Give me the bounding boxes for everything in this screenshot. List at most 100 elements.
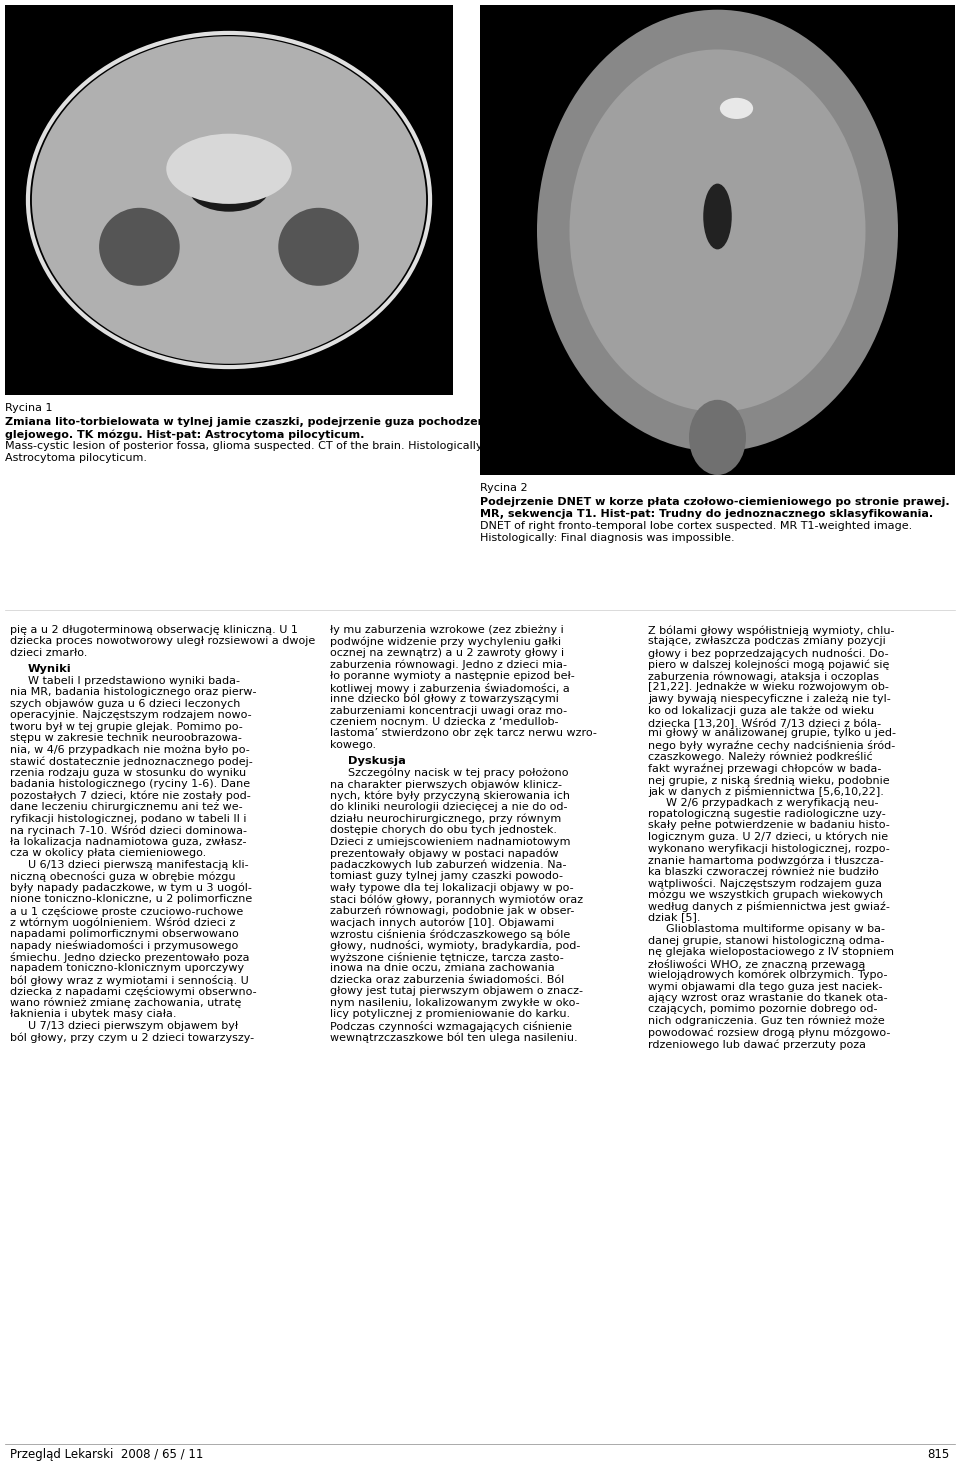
Text: jak w danych z piśmiennictwa [5,6,10,22].: jak w danych z piśmiennictwa [5,6,10,22]… [648,786,884,797]
Text: rdzeniowego lub dawać przerzuty poza: rdzeniowego lub dawać przerzuty poza [648,1039,866,1049]
Text: jawy bywają niespecyficzne i zależą nie tyl-: jawy bywają niespecyficzne i zależą nie … [648,693,891,704]
Text: ko od lokalizacji guza ale także od wieku: ko od lokalizacji guza ale także od wiek… [648,705,875,715]
Text: nia MR, badania histologicznego oraz pierw-: nia MR, badania histologicznego oraz pie… [10,688,256,696]
Text: Rycina 1: Rycina 1 [5,402,53,413]
Ellipse shape [704,183,732,249]
Text: tworu był w tej grupie glejak. Pomimo po-: tworu był w tej grupie glejak. Pomimo po… [10,721,243,732]
Text: Szczególny nacisk w tej pracy położono: Szczególny nacisk w tej pracy położono [348,768,568,778]
Text: nia, w 4/6 przypadkach nie można było po-: nia, w 4/6 przypadkach nie można było po… [10,745,250,755]
Text: na charakter pierwszych objawów klinicz-: na charakter pierwszych objawów klinicz- [330,780,562,790]
Text: dziecka proces nowotworowy uległ rozsiewowi a dwoje: dziecka proces nowotworowy uległ rozsiew… [10,636,315,647]
Ellipse shape [189,165,270,212]
Text: były napady padaczkowe, w tym u 3 uogól-: były napady padaczkowe, w tym u 3 uogól- [10,882,252,892]
Text: wano również zmianę zachowania, utratę: wano również zmianę zachowania, utratę [10,998,241,1008]
Text: stępu w zakresie technik neuroobrazowa-: stępu w zakresie technik neuroobrazowa- [10,733,242,743]
Text: nione toniczno-kloniczne, u 2 polimorficzne: nione toniczno-kloniczne, u 2 polimorfic… [10,894,252,904]
Text: [21,22]. Jednakże w wieku rozwojowym ob-: [21,22]. Jednakże w wieku rozwojowym ob- [648,683,889,692]
Text: Podczas czynności wzmagających ciśnienie: Podczas czynności wzmagających ciśnienie [330,1021,572,1031]
Text: nich odgraniczenia. Guz ten również może: nich odgraniczenia. Guz ten również może [648,1015,885,1027]
Text: Podejrzenie DNET w korze płata czołowo-ciemieniowego po stronie prawej.: Podejrzenie DNET w korze płata czołowo-c… [480,497,949,508]
Text: stające, zwłaszcza podczas zmiany pozycji: stające, zwłaszcza podczas zmiany pozycj… [648,636,886,647]
Text: stawić dostatecznie jednoznacznego podej-: stawić dostatecznie jednoznacznego podej… [10,756,252,767]
Text: DNET of right fronto-temporal lobe cortex suspected. MR T1-weighted image.: DNET of right fronto-temporal lobe corte… [480,521,912,531]
Ellipse shape [278,208,359,285]
Text: ka blaszki czworaczej również nie budziło: ka blaszki czworaczej również nie budził… [648,866,878,876]
Text: dziecka [13,20]. Wśród 7/13 dzieci z bóla-: dziecka [13,20]. Wśród 7/13 dzieci z ból… [648,717,881,729]
Text: niczną obecności guza w obrębie mózgu: niczną obecności guza w obrębie mózgu [10,870,235,882]
Text: ło poranne wymioty a następnie epizod beł-: ło poranne wymioty a następnie epizod be… [330,672,575,680]
Text: rzenia rodzaju guza w stosunku do wyniku: rzenia rodzaju guza w stosunku do wyniku [10,768,246,778]
Text: prezentowały objawy w postaci napadów: prezentowały objawy w postaci napadów [330,849,559,859]
Ellipse shape [720,98,754,119]
Text: nej grupie, z niską średnią wieku, podobnie: nej grupie, z niską średnią wieku, podob… [648,774,890,786]
Text: podwójne widzenie przy wychyleniu gałki: podwójne widzenie przy wychyleniu gałki [330,636,562,647]
Text: zaburzeń równowagi, podobnie jak w obser-: zaburzeń równowagi, podobnie jak w obser… [330,906,574,916]
Text: według danych z piśmiennictwa jest gwiaź-: według danych z piśmiennictwa jest gwiaź… [648,901,890,911]
Ellipse shape [689,399,746,475]
Text: U 6/13 dzieci pierwszą manifestacją kli-: U 6/13 dzieci pierwszą manifestacją kli- [28,860,249,869]
Text: wzrostu ciśnienia śródczaszkowego są bóle: wzrostu ciśnienia śródczaszkowego są ból… [330,929,570,939]
Text: napadami polimorficznymi obserwowano: napadami polimorficznymi obserwowano [10,929,239,939]
Text: licy potylicznej z promieniowanie do karku.: licy potylicznej z promieniowanie do kar… [330,1009,570,1020]
Text: inne dziecko ból głowy z towarzyszącymi: inne dziecko ból głowy z towarzyszącymi [330,693,559,705]
Text: Dzieci z umiejscowieniem nadnamiotowym: Dzieci z umiejscowieniem nadnamiotowym [330,837,570,847]
Bar [5,4,453,395]
Text: złośliwości WHO, ze znaczną przewagą: złośliwości WHO, ze znaczną przewagą [648,958,865,970]
Text: fakt wyraźnej przewagi chłopców w bada-: fakt wyraźnej przewagi chłopców w bada- [648,764,881,774]
Text: ból głowy wraz z wymiotami i sennością. U: ból głowy wraz z wymiotami i sennością. … [10,974,249,986]
Text: skały pełne potwierdzenie w badaniu histo-: skały pełne potwierdzenie w badaniu hist… [648,821,890,831]
Text: operacyjnie. Najczęstszym rodzajem nowo-: operacyjnie. Najczęstszym rodzajem nowo- [10,710,252,720]
Ellipse shape [32,37,426,364]
Text: dziak [5].: dziak [5]. [648,913,701,923]
Text: wały typowe dla tej lokalizacji objawy w po-: wały typowe dla tej lokalizacji objawy w… [330,882,574,892]
Text: Mass-cystic lesion of posterior fossa, glioma suspected. CT of the brain. Histol: Mass-cystic lesion of posterior fossa, g… [5,440,486,451]
Text: 815: 815 [927,1448,950,1462]
Text: staci bólów głowy, porannych wymiotów oraz: staci bólów głowy, porannych wymiotów or… [330,894,583,904]
Text: nego były wyraźne cechy nadciśnienia śród-: nego były wyraźne cechy nadciśnienia śró… [648,740,896,751]
Text: ła lokalizacja nadnamiotowa guza, zwłasz-: ła lokalizacja nadnamiotowa guza, zwłasz… [10,837,247,847]
Text: z wtórnym uogólnieniem. Wśród dzieci z: z wtórnym uogólnieniem. Wśród dzieci z [10,917,235,928]
Text: padaczkowych lub zaburzeń widzenia. Na-: padaczkowych lub zaburzeń widzenia. Na- [330,860,566,870]
Text: MR, sekwencja T1. Hist-pat: Trudny do jednoznacznego sklasyfikowania.: MR, sekwencja T1. Hist-pat: Trudny do je… [480,509,933,519]
Text: powodować rozsiew drogą płynu mózgowo-: powodować rozsiew drogą płynu mózgowo- [648,1027,890,1039]
Text: cza w okolicy płata ciemieniowego.: cza w okolicy płata ciemieniowego. [10,849,206,859]
Text: głowy i bez poprzedzających nudności. Do-: głowy i bez poprzedzających nudności. Do… [648,648,889,658]
Ellipse shape [99,208,180,285]
Text: ły mu zaburzenia wzrokowe (zez zbieżny i: ły mu zaburzenia wzrokowe (zez zbieżny i [330,625,564,635]
Text: na rycinach 7-10. Wśród dzieci dominowa-: na rycinach 7-10. Wśród dzieci dominowa- [10,825,247,835]
Text: ający wzrost oraz wrastanie do tkanek ota-: ający wzrost oraz wrastanie do tkanek ot… [648,993,888,1004]
Text: nych, które były przyczyną skierowania ich: nych, które były przyczyną skierowania i… [330,790,570,802]
Text: nę glejaka wielopostaciowego z IV stopniem: nę glejaka wielopostaciowego z IV stopni… [648,947,894,957]
Text: ryfikacji histologicznej, podano w tabeli II i: ryfikacji histologicznej, podano w tabel… [10,813,247,824]
Text: U 7/13 dzieci pierwszym objawem był: U 7/13 dzieci pierwszym objawem był [28,1021,238,1030]
Text: kotliwej mowy i zaburzenia świadomości, a: kotliwej mowy i zaburzenia świadomości, … [330,683,569,693]
Text: W tabeli I przedstawiono wyniki bada-: W tabeli I przedstawiono wyniki bada- [28,676,240,686]
Text: napady nieświadomości i przymusowego: napady nieświadomości i przymusowego [10,941,238,951]
Bar [480,4,955,475]
Text: wymi objawami dla tego guza jest naciek-: wymi objawami dla tego guza jest naciek- [648,982,882,992]
Text: ropatologiczną sugestie radiologiczne uzy-: ropatologiczną sugestie radiologiczne uz… [648,809,886,819]
Text: glejowego. TK mózgu. Hist-pat: Astrocytoma pilocyticum.: glejowego. TK mózgu. Hist-pat: Astrocyto… [5,429,365,439]
Text: Zmiana lito-torbielowata w tylnej jamie czaszki, podejrzenie guza pochodzenia: Zmiana lito-torbielowata w tylnej jamie … [5,417,496,427]
Text: kowego.: kowego. [330,740,376,751]
Text: inowa na dnie oczu, zmiana zachowania: inowa na dnie oczu, zmiana zachowania [330,963,555,973]
Text: a u 1 częściowe proste czuciowo-ruchowe: a u 1 częściowe proste czuciowo-ruchowe [10,906,243,917]
Text: Rycina 2: Rycina 2 [480,483,528,493]
Text: badania histologicznego (ryciny 1-6). Dane: badania histologicznego (ryciny 1-6). Da… [10,780,251,789]
Ellipse shape [166,133,292,203]
Text: zaburzenia równowagi, ataksja i oczoplas: zaburzenia równowagi, ataksja i oczoplas [648,672,879,682]
Text: mózgu we wszystkich grupach wiekowych: mózgu we wszystkich grupach wiekowych [648,890,883,900]
Text: zaburzeniami koncentracji uwagi oraz mo-: zaburzeniami koncentracji uwagi oraz mo- [330,705,567,715]
Text: dane leczeniu chirurgicznemu ani też we-: dane leczeniu chirurgicznemu ani też we- [10,802,243,812]
Text: śmiechu. Jedno dziecko prezentowało poza: śmiechu. Jedno dziecko prezentowało poza [10,951,250,963]
Text: ocznej na zewnątrz) a u 2 zawroty głowy i: ocznej na zewnątrz) a u 2 zawroty głowy … [330,648,564,658]
Text: dzieci zmarło.: dzieci zmarło. [10,648,87,658]
Text: wykonano weryfikacji histologicznej, rozpo-: wykonano weryfikacji histologicznej, roz… [648,844,890,853]
Text: dziecka oraz zaburzenia świadomości. Ból: dziecka oraz zaburzenia świadomości. Ból [330,974,564,985]
Text: danej grupie, stanowi histologiczną odma-: danej grupie, stanowi histologiczną odma… [648,935,884,945]
Text: głowy, nudności, wymioty, bradykardia, pod-: głowy, nudności, wymioty, bradykardia, p… [330,941,581,951]
Text: W 2/6 przypadkach z weryfikacją neu-: W 2/6 przypadkach z weryfikacją neu- [666,797,878,808]
Text: pozostałych 7 dzieci, które nie zostały pod-: pozostałych 7 dzieci, które nie zostały … [10,790,251,802]
Text: czeniem nocnym. U dziecka z ‘medullob-: czeniem nocnym. U dziecka z ‘medullob- [330,717,559,727]
Text: wewnątrzczaszkowe ból ten ulega nasileniu.: wewnątrzczaszkowe ból ten ulega nasileni… [330,1031,578,1043]
